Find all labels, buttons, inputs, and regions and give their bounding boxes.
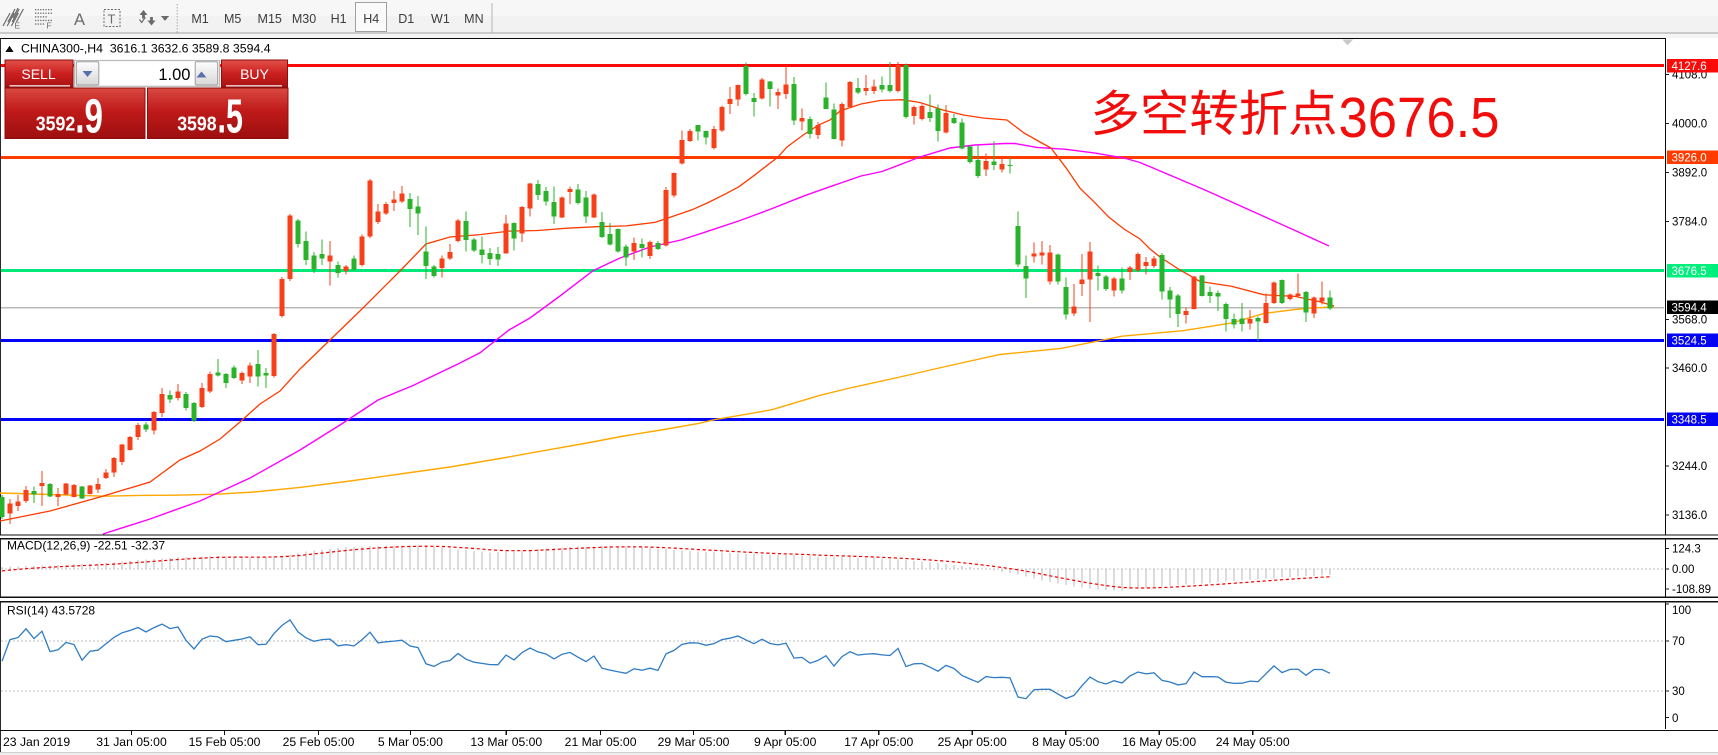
svg-text:3460.0: 3460.0 [1672,363,1707,375]
svg-text:24 May 05:00: 24 May 05:00 [1216,735,1290,749]
svg-text:A: A [74,11,85,29]
svg-text:MACD(12,26,9) -22.51 -32.37: MACD(12,26,9) -22.51 -32.37 [7,539,165,553]
svg-text:.9: .9 [75,90,103,144]
svg-text:T: T [108,12,116,27]
svg-text:124.3: 124.3 [1672,544,1701,556]
svg-text:25 Apr 05:00: 25 Apr 05:00 [938,735,1007,749]
svg-text:4108.0: 4108.0 [1672,70,1707,82]
svg-text:31 Jan 05:00: 31 Jan 05:00 [96,735,167,749]
svg-text:3676.5: 3676.5 [1672,266,1707,278]
svg-text:3784.0: 3784.0 [1672,216,1707,228]
svg-text:3592: 3592 [36,114,76,136]
svg-text:W1: W1 [431,12,450,26]
svg-text:9 Apr 05:00: 9 Apr 05:00 [754,735,817,749]
svg-text:M5: M5 [224,12,241,26]
svg-text:3348.5: 3348.5 [1672,415,1707,427]
svg-text:30: 30 [1672,686,1685,698]
svg-text:3892.0: 3892.0 [1672,168,1707,180]
svg-text:.5: .5 [218,90,243,144]
svg-text:MN: MN [464,12,483,26]
svg-text:21 Mar 05:00: 21 Mar 05:00 [565,735,637,749]
svg-text:M30: M30 [292,12,316,26]
svg-text:-108.89: -108.89 [1672,584,1711,596]
svg-text:CHINA300-,H4 3616.1 3632.6 35: CHINA300-,H4 3616.1 3632.6 3589.8 3594.4 [21,42,271,56]
svg-text:23 Jan 2019: 23 Jan 2019 [3,735,70,749]
svg-text:4127.6: 4127.6 [1672,61,1707,73]
svg-text:16 May 05:00: 16 May 05:00 [1122,735,1196,749]
svg-text:3594.4: 3594.4 [1672,303,1708,315]
svg-text:H1: H1 [331,12,347,26]
svg-text:3244.0: 3244.0 [1672,461,1707,473]
svg-text:3926.0: 3926.0 [1672,153,1707,165]
svg-text:4000.0: 4000.0 [1672,119,1707,131]
svg-text:BUY: BUY [240,66,269,82]
svg-text:D1: D1 [398,12,414,26]
svg-text:8 May 05:00: 8 May 05:00 [1032,735,1099,749]
svg-text:13 Mar 05:00: 13 Mar 05:00 [470,735,542,749]
svg-text:M15: M15 [258,12,282,26]
svg-text:17 Apr 05:00: 17 Apr 05:00 [844,735,913,749]
svg-text:29 Mar 05:00: 29 Mar 05:00 [658,735,730,749]
svg-text:3676.5: 3676.5 [1339,86,1500,150]
svg-text:25 Feb 05:00: 25 Feb 05:00 [283,735,355,749]
svg-text:0.00: 0.00 [1672,564,1694,576]
svg-text:H4: H4 [363,12,379,26]
svg-text:3136.0: 3136.0 [1672,510,1707,522]
svg-text:3524.5: 3524.5 [1672,336,1707,348]
svg-text:F: F [47,21,52,31]
svg-text:SELL: SELL [21,66,55,82]
svg-text:0: 0 [1672,713,1678,725]
svg-text:3598: 3598 [177,114,217,136]
svg-text:M1: M1 [191,12,208,26]
svg-text:RSI(14) 43.5728: RSI(14) 43.5728 [7,604,95,618]
svg-text:5 Mar 05:00: 5 Mar 05:00 [378,735,443,749]
svg-text:3568.0: 3568.0 [1672,314,1707,326]
svg-text:1.00: 1.00 [158,66,190,84]
svg-text:70: 70 [1672,636,1685,648]
svg-text:100: 100 [1672,605,1691,617]
svg-text:15 Feb 05:00: 15 Feb 05:00 [189,735,261,749]
svg-text:E: E [15,21,21,31]
